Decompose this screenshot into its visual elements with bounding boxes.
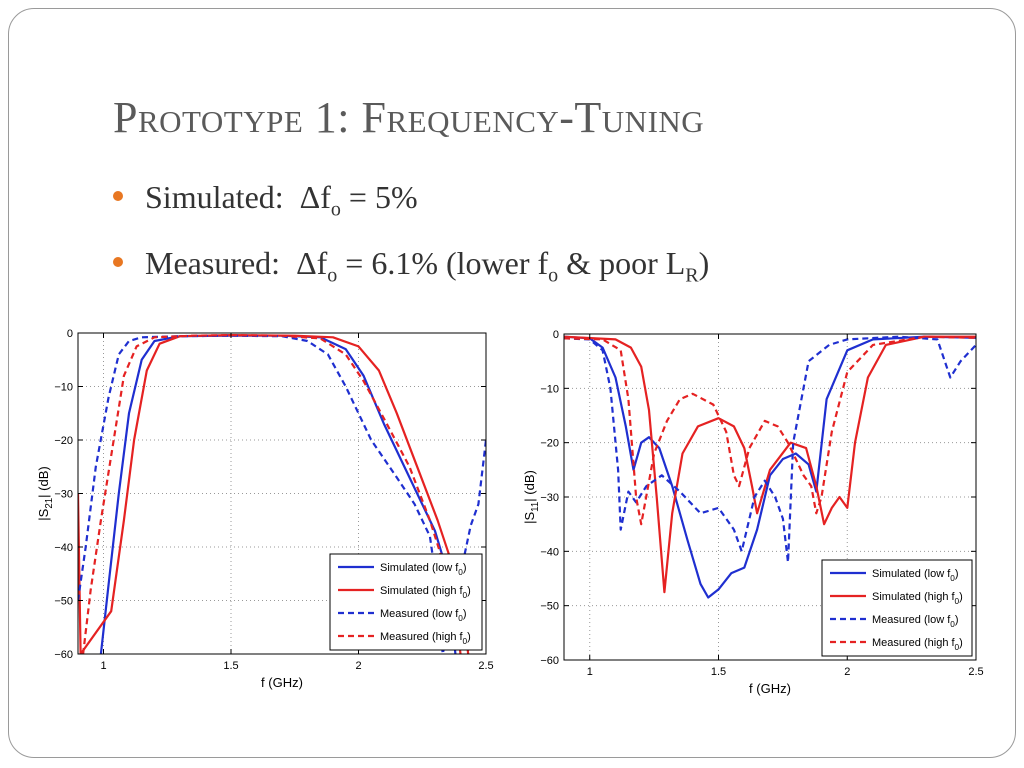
y-axis-label: |S21| (dB) xyxy=(36,466,55,520)
subscript: o xyxy=(330,198,341,221)
legend-label-3: Measured (low f0) xyxy=(872,614,959,629)
y-tick-label: −40 xyxy=(54,542,73,554)
x-tick-label: 1 xyxy=(100,660,106,672)
bullet-value: & poor L xyxy=(558,245,686,282)
y-axis-label: |S11| (dB) xyxy=(522,470,541,524)
legend-box xyxy=(821,559,973,657)
y-tick-label: −20 xyxy=(54,435,73,447)
series-line-3 xyxy=(564,335,976,564)
bullet-value: = 5% xyxy=(340,179,418,215)
x-tick-label: 1.5 xyxy=(223,660,238,672)
bullet-simulated: Simulated: Δfo = 5% xyxy=(113,170,709,236)
legend-label-4: Measured (high f0) xyxy=(380,631,471,646)
y-tick-label: −40 xyxy=(540,546,559,558)
y-tick-label: −60 xyxy=(54,649,73,661)
y-tick-label: 0 xyxy=(67,328,73,340)
s11-chart: 1 1.5 2 2.5 0 −10 −20 −30 −40 −50 −60 f (GHz) |S11| … xyxy=(522,329,984,696)
subscript: o xyxy=(327,264,338,287)
y-tick-label: −10 xyxy=(540,383,559,395)
legend-label-4: Measured (high f0) xyxy=(872,637,963,652)
x-tick-label: 1 xyxy=(587,666,593,678)
series-line-4 xyxy=(564,335,976,526)
legend-label-1: Simulated (low f0) xyxy=(872,568,959,583)
delta-f-symbol: Δf xyxy=(299,179,331,215)
x-tick-label: 2 xyxy=(844,666,850,678)
series-line-1 xyxy=(564,335,976,599)
y-tick-label: −10 xyxy=(54,382,73,394)
legend-label-3: Measured (low f0) xyxy=(380,608,467,623)
x-tick-label: 2.5 xyxy=(478,660,493,672)
y-tick-label: −30 xyxy=(54,489,73,501)
legend-label-2: Simulated (high f0) xyxy=(872,591,963,606)
bullet-label: Simulated: xyxy=(145,179,284,215)
bullet-dot-icon xyxy=(113,257,123,268)
legend-label-1: Simulated (low f0) xyxy=(380,562,467,577)
y-tick-label: −20 xyxy=(540,438,559,450)
bullet-measured: Measured: Δfo = 6.1% (lower fo & poor LR… xyxy=(113,236,709,302)
bullet-label: Measured: xyxy=(145,245,281,282)
delta-f-symbol: Δf xyxy=(296,245,328,282)
y-tick-label: −50 xyxy=(54,596,73,608)
x-axis-label: f (GHz) xyxy=(749,681,791,696)
x-tick-label: 2.5 xyxy=(968,666,983,678)
x-axis-label: f (GHz) xyxy=(261,675,303,690)
bullet-list: Simulated: Δfo = 5% Measured: Δfo = 6.1%… xyxy=(113,170,709,303)
y-tick-label: −60 xyxy=(540,655,559,667)
y-tick-label: −50 xyxy=(540,601,559,613)
y-tick-label: −30 xyxy=(540,492,559,504)
bullet-value: = 6.1% (lower f xyxy=(337,245,549,282)
subscript: o xyxy=(548,264,559,287)
series-line-2 xyxy=(564,335,976,594)
legend-label-2: Simulated (high f0) xyxy=(380,585,471,600)
legend-box xyxy=(329,553,483,651)
x-tick-label: 2 xyxy=(355,660,361,672)
bullet-dot-icon xyxy=(113,191,123,201)
subscript: R xyxy=(685,264,699,287)
bullet-value: ) xyxy=(698,245,710,282)
s21-chart: 1 1.5 2 2.5 0 −10 −20 −30 −40 −50 −60 f (GHz) |S21| … xyxy=(36,328,494,690)
y-tick-label: 0 xyxy=(553,329,559,341)
series-line-4 xyxy=(82,334,462,654)
legend: Simulated (low f0) Simulated (high f0) Mea… xyxy=(329,553,483,651)
x-tick-label: 1.5 xyxy=(711,666,726,678)
legend: Simulated (low f0) Simulated (high f0) Mea… xyxy=(821,559,973,657)
slide-title: Prototype 1: Frequency-Tuning xyxy=(113,93,705,142)
